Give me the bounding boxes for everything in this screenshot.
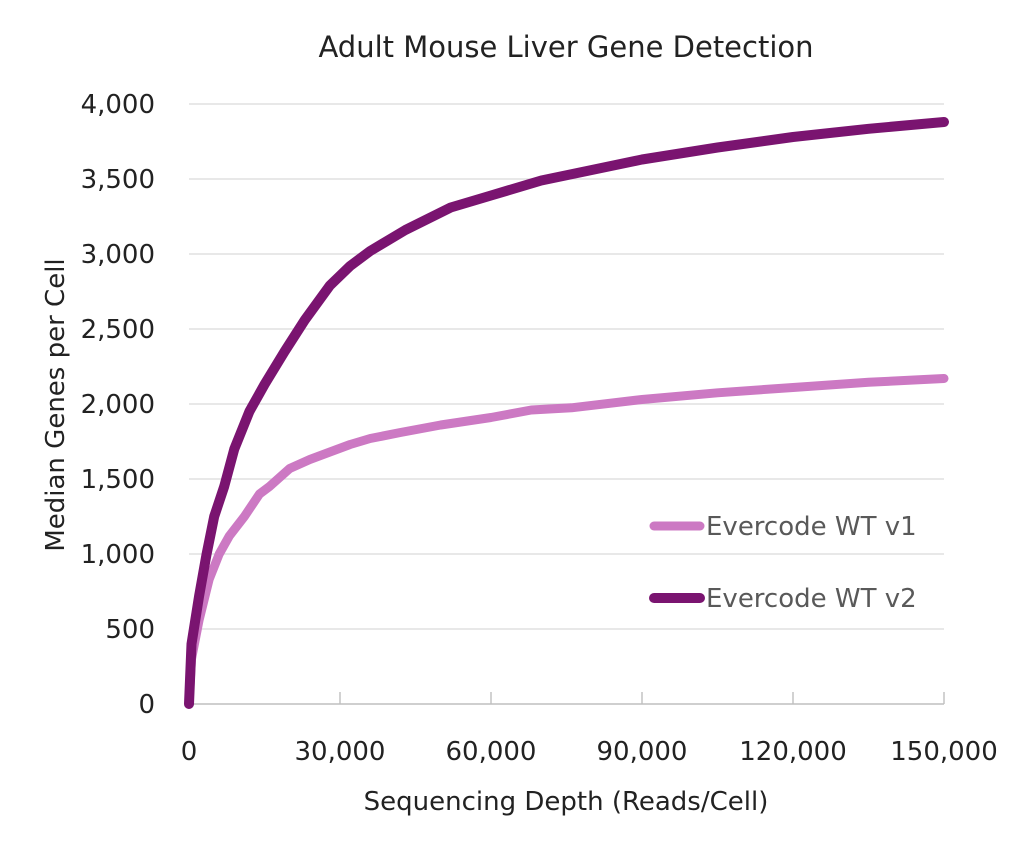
y-tick-label: 4,000	[81, 90, 155, 120]
chart-title: Adult Mouse Liver Gene Detection	[318, 30, 813, 64]
series-line-2	[184, 117, 949, 709]
x-tick-label: 90,000	[597, 737, 688, 767]
y-tick-label: 2,000	[81, 390, 155, 420]
x-tick-label: 0	[181, 737, 198, 767]
y-tick-label: 500	[105, 615, 155, 645]
y-tick-label: 3,000	[81, 240, 155, 270]
y-tick-label: 0	[138, 690, 155, 720]
y-tick-label: 2,500	[81, 315, 155, 345]
y-tick-label: 1,500	[81, 465, 155, 495]
y-tick-label: 3,500	[81, 165, 155, 195]
x-tick-label: 30,000	[295, 737, 386, 767]
y-tick-label: 1,000	[81, 540, 155, 570]
x-tick-label: 60,000	[446, 737, 537, 767]
gridlines	[189, 103, 944, 630]
x-axis-label: Sequencing Depth (Reads/Cell)	[364, 787, 769, 817]
y-axis-label: Median Genes per Cell	[41, 258, 71, 551]
y-axis-ticks: 0 500 1,000 1,500 2,000 2,500 3,000 3,500 4,000	[81, 90, 155, 720]
series	[184, 117, 949, 709]
legend-label-1: Evercode WT v1	[706, 512, 917, 542]
series-line-1	[184, 374, 949, 709]
x-tick-label: 150,000	[890, 737, 998, 767]
legend: Evercode WT v1 Evercode WT v2	[649, 512, 917, 614]
x-axis-ticks: 0 30,000 60,000 90,000 120,000 150,000	[181, 692, 998, 767]
x-tick-label: 120,000	[739, 737, 847, 767]
legend-label-2: Evercode WT v2	[706, 584, 917, 614]
